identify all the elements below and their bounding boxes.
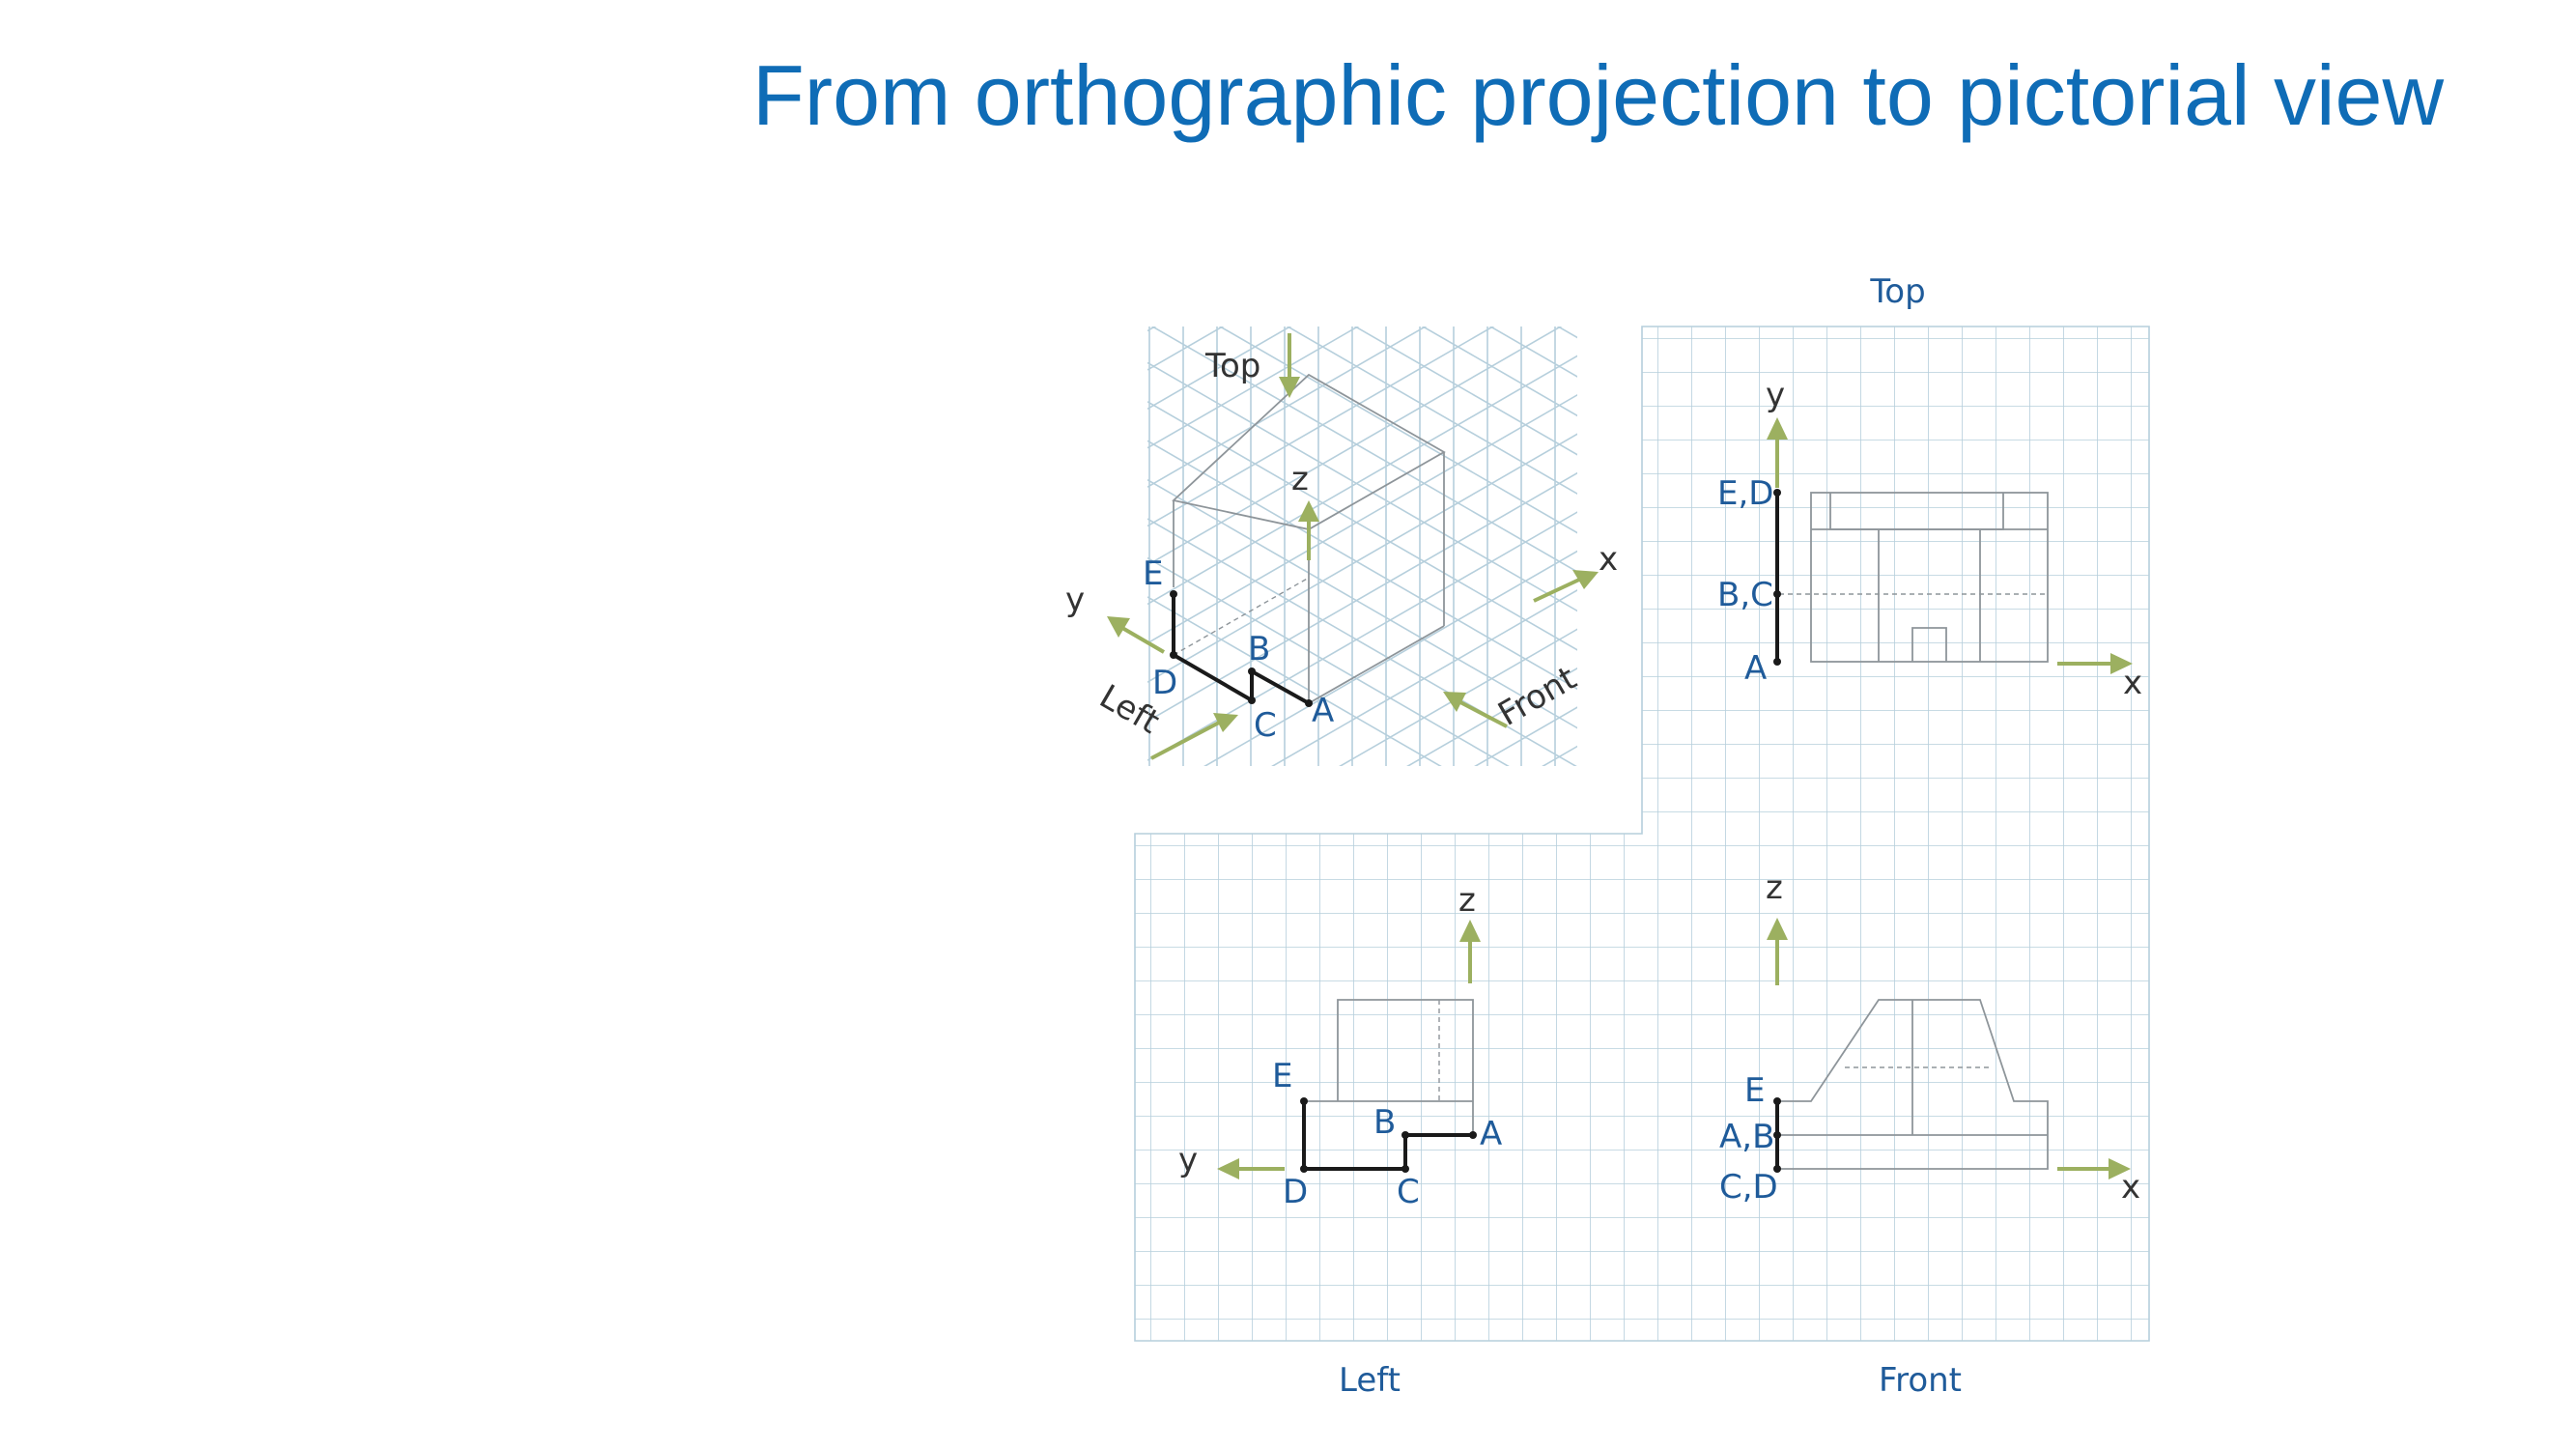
arrow-y-icon <box>1107 616 1166 654</box>
iso-point-b: B <box>1248 630 1270 668</box>
left-view-label-c: C <box>1397 1173 1420 1211</box>
iso-point-c: C <box>1254 706 1277 745</box>
iso-x-label: x <box>1599 540 1618 579</box>
arrow-left-icon <box>1150 713 1238 760</box>
iso-point-d: D <box>1152 664 1177 702</box>
top-view-grid <box>1642 327 2149 834</box>
left-view-caption: Left <box>1339 1361 1401 1400</box>
left-view-z-label: z <box>1458 881 1476 920</box>
left-view-label-a: A <box>1480 1115 1502 1153</box>
front-view-caption: Front <box>1879 1361 1962 1400</box>
top-view-label-bc: B,C <box>1717 576 1773 614</box>
left-view-y-label: y <box>1178 1141 1198 1179</box>
front-view: z x E A,B C,D <box>1719 868 2140 1207</box>
top-view-label-ed: E,D <box>1717 474 1773 513</box>
iso-top-label: Top <box>1204 347 1260 385</box>
top-view-x-label: x <box>2123 664 2142 702</box>
isometric-view: Top z x y E B D C A Left Front <box>1065 327 1618 766</box>
isometric-path-edcba <box>1172 594 1310 705</box>
iso-point-a: A <box>1312 692 1334 730</box>
front-view-label-ab: A,B <box>1719 1118 1774 1156</box>
front-view-z-label: z <box>1766 868 1783 907</box>
bottom-views-grid <box>1135 834 2149 1341</box>
arrow-x-icon <box>1533 570 1599 603</box>
slide-title: From orthographic projection to pictoria… <box>752 47 2444 143</box>
top-arrow-y-icon <box>1767 417 1788 488</box>
front-arrow-x-icon <box>2057 1158 2131 1179</box>
isometric-points <box>1170 590 1313 707</box>
front-view-outline <box>1777 999 2049 1170</box>
orthographic-grid <box>1134 326 2150 1342</box>
left-view-label-b: B <box>1373 1103 1396 1142</box>
left-view-label-e: E <box>1272 1057 1292 1095</box>
arrow-top-icon <box>1279 333 1300 398</box>
front-arrow-z-icon <box>1767 918 1788 985</box>
iso-z-label: z <box>1291 460 1309 498</box>
isometric-box <box>1172 373 1446 704</box>
top-view-caption: Top <box>1869 272 1925 311</box>
top-view-label-a: A <box>1744 649 1767 688</box>
top-view-outline <box>1810 492 2049 663</box>
top-view: y x E,D B,C A <box>1717 376 2142 702</box>
left-view-label-d: D <box>1283 1173 1308 1211</box>
isometric-grid <box>1147 327 1577 766</box>
iso-y-label: y <box>1065 581 1085 619</box>
front-view-label-cd: C,D <box>1719 1168 1778 1207</box>
top-view-y-label: y <box>1766 376 1785 414</box>
front-view-label-e: E <box>1744 1071 1765 1110</box>
top-arrow-x-icon <box>2057 653 2133 674</box>
left-view: z y E B A D C <box>1178 881 1502 1211</box>
iso-point-e: E <box>1143 554 1163 593</box>
left-arrow-y-icon <box>1217 1158 1285 1179</box>
left-arrow-z-icon <box>1459 920 1481 983</box>
front-view-x-label: x <box>2121 1168 2140 1207</box>
arrow-z-icon <box>1298 500 1319 560</box>
arrow-front-icon <box>1443 692 1508 728</box>
